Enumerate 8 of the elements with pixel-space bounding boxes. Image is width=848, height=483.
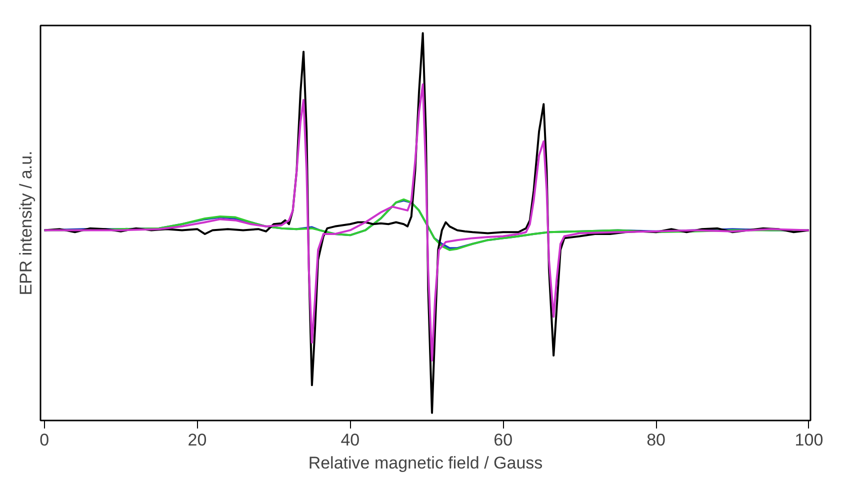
x-tick-label: 100 (794, 430, 824, 450)
x-tick-label: 80 (646, 430, 666, 450)
y-axis-title: EPR intensity / a.u. (16, 150, 36, 296)
x-tick-label: 60 (494, 430, 513, 450)
x-axis-title: Relative magnetic field / Gauss (308, 454, 543, 472)
x-tick-label: 40 (340, 430, 360, 450)
x-tick-label: 20 (188, 430, 207, 450)
x-tick-label: 0 (40, 430, 50, 450)
